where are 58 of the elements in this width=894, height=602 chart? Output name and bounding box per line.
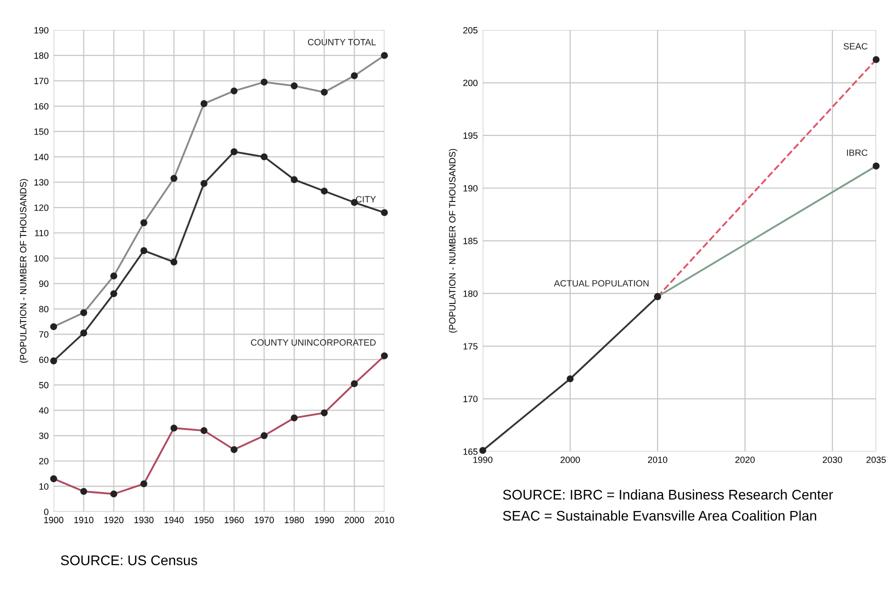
y-axis-title: (POPULATION - NUMBER OF THOUSANDS) — [20, 179, 28, 363]
x-tick-label: 1960 — [224, 516, 244, 524]
y-tick-label: 180 — [34, 52, 48, 59]
y-tick-label: 110 — [35, 230, 48, 236]
y-tick-label: 190 — [464, 185, 478, 192]
series-label: IBRC — [847, 149, 868, 156]
x-tick-label: 1990 — [314, 516, 334, 524]
source-note: SOURCE: US Census — [60, 555, 198, 566]
y-tick-label: 200 — [463, 80, 478, 86]
y-tick-label: 70 — [39, 331, 48, 338]
x-tick-label: 1940 — [164, 516, 184, 524]
y-tick-label: 140 — [34, 154, 48, 160]
x-tick-label: 2030 — [822, 456, 842, 463]
series-label: COUNTY UNINCORPORATED — [250, 339, 376, 346]
x-tick-label: 1950 — [194, 516, 214, 524]
x-tick-label: 1970 — [254, 516, 274, 524]
text: SEAC = Sustainable Evansville Area Coalition Plan — [503, 510, 816, 521]
x-tick-label: 1990 — [473, 456, 492, 463]
x-tick-label: 2020 — [735, 456, 755, 463]
x-tick-label: 2000 — [560, 456, 580, 463]
series-label: SEAC — [844, 43, 868, 50]
x-tick-label: 1980 — [284, 516, 304, 524]
y-tick-label: 20 — [39, 458, 48, 464]
y-tick-label: 170 — [34, 78, 48, 84]
y-tick-label: 50 — [39, 382, 48, 388]
x-tick-label: 1910 — [74, 516, 94, 524]
y-tick-label: 100 — [34, 255, 48, 262]
y-axis-title: (POPULATION - NUMBER OF THOUSANDS) — [448, 148, 458, 333]
y-tick-label: 120 — [34, 204, 48, 211]
series-label: ACTUAL POPULATION — [554, 280, 649, 287]
y-tick-label: 190 — [34, 27, 48, 34]
y-tick-label: 30 — [39, 432, 48, 440]
y-tick-label: 80 — [39, 306, 48, 312]
y-tick-label: 0 — [44, 508, 48, 516]
y-tick-label: 130 — [34, 179, 48, 186]
series-label: CITY — [356, 196, 376, 202]
x-tick-label: 1930 — [134, 516, 154, 524]
y-tick-label: 175 — [464, 343, 478, 350]
source-note: SOURCE: IBRC = Indiana Business Research Center — [503, 489, 833, 500]
y-tick-label: 205 — [463, 27, 478, 34]
y-tick-label: 90 — [39, 280, 48, 287]
y-tick-label: 40 — [38, 407, 48, 414]
y-tick-label: 150 — [34, 128, 48, 135]
x-tick-label: 2000 — [344, 516, 364, 524]
y-tick-label: 10 — [39, 483, 48, 490]
x-tick-label: 1920 — [104, 516, 124, 524]
x-tick-label: 2010 — [374, 516, 394, 524]
x-tick-label: 1900 — [44, 516, 64, 524]
x-tick-label: 2035 — [866, 456, 886, 463]
x-tick-label: 2010 — [648, 456, 668, 463]
y-tick-label: 195 — [464, 132, 478, 139]
y-tick-label: 180 — [464, 290, 478, 297]
y-tick-label: 60 — [39, 356, 48, 363]
y-tick-label: 165 — [464, 448, 478, 455]
y-tick-label: 185 — [464, 238, 478, 244]
y-tick-label: 170 — [464, 396, 478, 402]
series-label: COUNTY TOTAL — [308, 38, 376, 46]
y-tick-label: 160 — [34, 103, 48, 110]
